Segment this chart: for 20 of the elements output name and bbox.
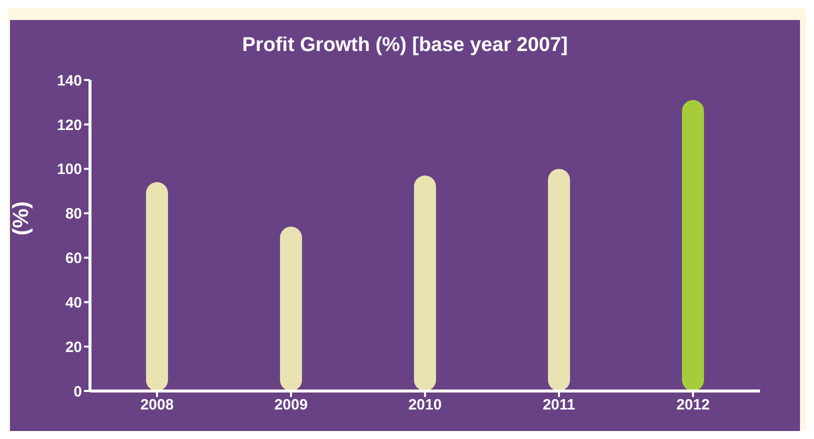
- x-tick-label: 2008: [140, 396, 174, 414]
- y-tick-label: 140: [56, 72, 82, 90]
- y-tick-label: 100: [56, 161, 82, 178]
- y-tick-label: 60: [65, 250, 82, 268]
- y-tick-label: 0: [74, 383, 82, 400]
- bar: [414, 176, 436, 391]
- x-tick-label: 2010: [408, 396, 442, 414]
- x-tick-label: 2009: [274, 396, 308, 414]
- bar: [146, 182, 168, 391]
- x-tick-label: 2012: [676, 396, 710, 414]
- y-axis-title: (%): [8, 201, 33, 236]
- chart-title: Profit Growth (%) [base year 2007]: [241, 34, 569, 57]
- x-tick-label: 2011: [542, 396, 576, 414]
- y-tick-label: 80: [65, 206, 82, 223]
- y-tick-label: 40: [65, 294, 82, 312]
- y-tick-label: 120: [56, 116, 82, 134]
- y-tick-label: 20: [65, 338, 82, 356]
- bar: [682, 100, 704, 391]
- bar: [280, 226, 302, 391]
- bar: [548, 168, 570, 391]
